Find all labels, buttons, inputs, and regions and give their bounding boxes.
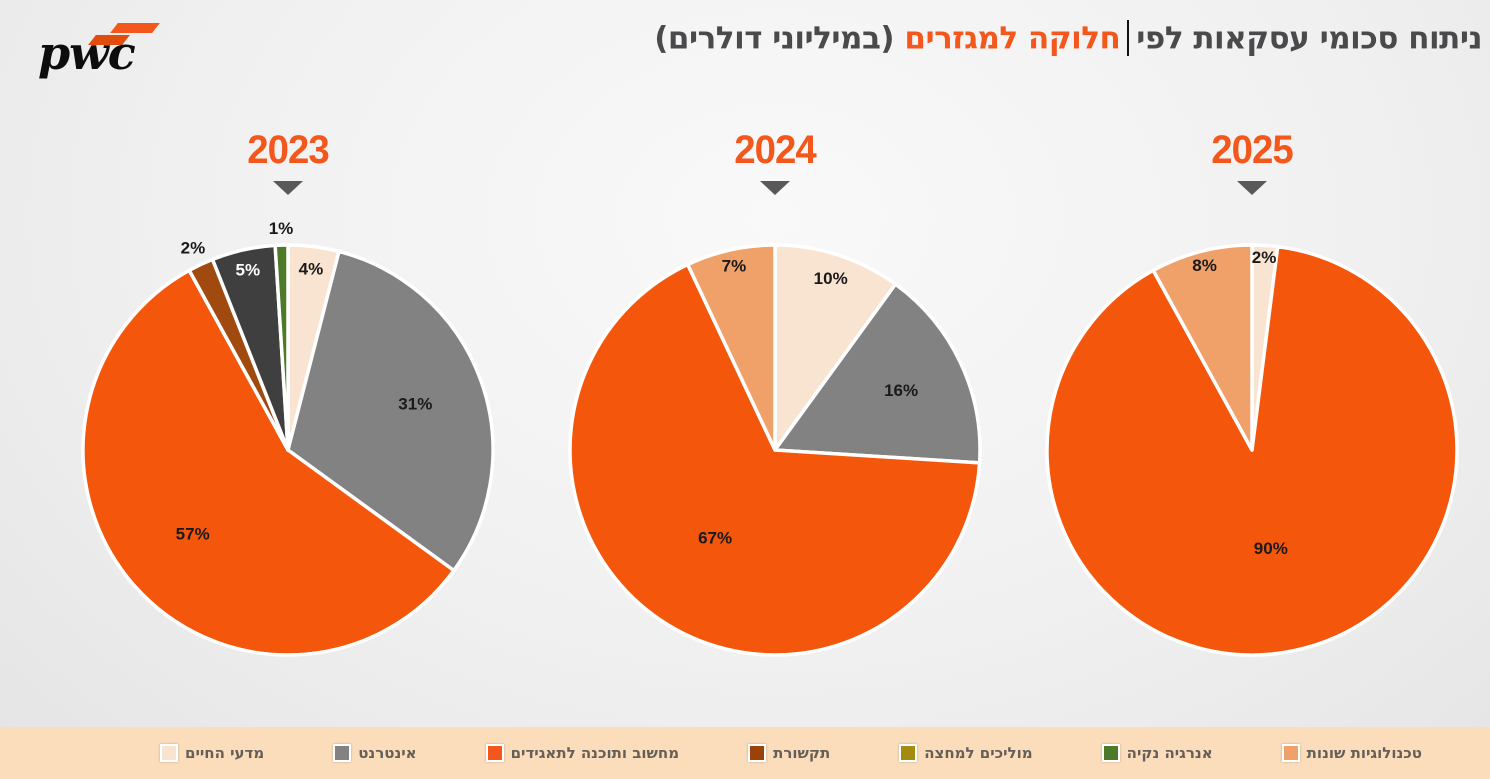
year-heading-2023: 2023: [247, 128, 330, 172]
slice-label: 16%: [884, 381, 918, 400]
legend-item: מוליכים למחצה: [899, 744, 1033, 762]
legend-item: תקשורת: [748, 744, 830, 762]
legend-swatch-icon: [748, 744, 767, 762]
slice-label: 8%: [1192, 256, 1217, 275]
pie-slice: [81, 268, 456, 657]
legend-label: מדעי החיים: [185, 744, 265, 762]
pie-slice: [286, 249, 495, 573]
pie-slice: [773, 282, 982, 465]
pie-chart-2024: 10% 16% 67% 7%: [545, 220, 1005, 680]
legend-swatch-icon: [333, 744, 352, 762]
pie-chart-2025: 2% 90% 8%: [1022, 220, 1482, 680]
legend-label: מוליכים למחצה: [924, 744, 1033, 762]
legend: מדעי החיים אינטרנט מחשוב ותוכנה לתאגידים תק…: [0, 727, 1490, 779]
pie-slice: [685, 243, 777, 452]
legend-swatch-icon: [485, 744, 504, 762]
legend-swatch-icon: [1101, 744, 1120, 762]
down-arrow-icon: [273, 181, 303, 195]
chart-2025: 2025 2% 90% 8%: [1022, 128, 1482, 657]
legend-label: מחשוב ותוכנה לתאגידים: [510, 744, 680, 762]
legend-item: מחשוב ותוכנה לתאגידים: [485, 744, 680, 762]
legend-label: אינטרנט: [358, 744, 417, 762]
pie-slice: [568, 262, 982, 657]
page-title: ניתוח סכומי עסקאות לפי חלוקה למגזרים (במי…: [654, 20, 1482, 60]
legend-item: טכנולוגיות שונות: [1281, 744, 1422, 762]
down-arrow-icon: [760, 181, 790, 195]
year-heading-2025: 2025: [1211, 128, 1294, 172]
slice-label: 31%: [398, 395, 432, 414]
legend-swatch-icon: [160, 744, 178, 762]
legend-label: טכנולוגיות שונות: [1306, 744, 1422, 762]
slice-label: 2%: [1252, 248, 1277, 267]
legend-swatch-icon: [899, 744, 918, 762]
legend-label: תקשורת: [773, 744, 831, 762]
pwc-logo-text: pwc: [38, 26, 136, 80]
title-segment-right: ניתוח סכומי עסקאות לפי: [1136, 20, 1482, 57]
legend-label: אנרגיה נקיה: [1126, 744, 1213, 762]
pie-slice: [273, 243, 290, 452]
legend-item: אינטרנט: [333, 744, 417, 762]
legend-swatch-icon: [1281, 744, 1300, 762]
legend-item: מדעי החיים: [160, 744, 264, 762]
pie-slice: [773, 243, 898, 452]
title-divider: [1127, 20, 1130, 56]
chart-2023: 2023 4% 31% 57% 2% 5% 1%: [58, 128, 518, 657]
legend-item: אנרגיה נקיה: [1101, 744, 1213, 762]
slice-label: 10%: [814, 269, 848, 288]
slice-label: 90%: [1254, 539, 1288, 558]
slice-label: 5%: [236, 260, 261, 279]
title-segment-highlight: חלוקה למגזרים: [904, 20, 1121, 57]
pwc-logo: pwc: [34, 10, 184, 80]
slice-label: 57%: [176, 525, 210, 544]
pie-chart-2023: 4% 31% 57% 2% 5% 1%: [58, 219, 518, 680]
slice-label: 7%: [722, 256, 747, 275]
pie-slice: [1151, 243, 1254, 452]
slice-label: 1%: [269, 219, 294, 238]
slice-label: 67%: [698, 529, 732, 548]
title-segment-left: (במיליוני דולרים): [654, 20, 895, 57]
slice-label: 4%: [299, 260, 324, 279]
slice-label: 2%: [181, 238, 206, 257]
year-heading-2024: 2024: [734, 128, 817, 172]
chart-2024: 2024 10% 16% 67% 7%: [545, 128, 1005, 657]
down-arrow-icon: [1237, 181, 1267, 195]
